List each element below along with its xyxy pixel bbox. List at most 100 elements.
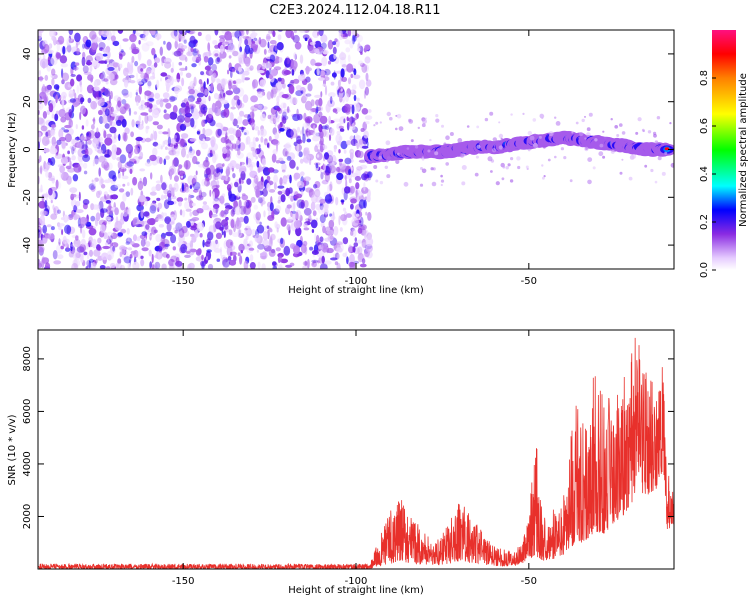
noise-speckle bbox=[221, 78, 226, 88]
noise-speckle bbox=[338, 158, 344, 162]
noise-speckle bbox=[336, 172, 344, 181]
noise-speckle bbox=[69, 145, 75, 150]
noise-speckle bbox=[267, 167, 275, 173]
noise-speckle bbox=[158, 130, 163, 135]
noise-speckle bbox=[363, 90, 367, 99]
noise-speckle bbox=[211, 102, 216, 113]
noise-speckle bbox=[342, 217, 348, 226]
noise-speckle bbox=[192, 181, 201, 191]
signal-speckle bbox=[554, 116, 557, 119]
noise-speckle bbox=[93, 86, 100, 92]
noise-speckle bbox=[102, 245, 111, 250]
noise-speckle bbox=[83, 170, 88, 175]
noise-speckle bbox=[121, 99, 127, 105]
noise-speckle bbox=[206, 238, 211, 245]
signal-speckle bbox=[476, 144, 481, 149]
noise-speckle bbox=[349, 254, 355, 264]
noise-speckle bbox=[346, 116, 349, 122]
noise-speckle bbox=[156, 197, 161, 202]
signal-speckle bbox=[505, 166, 509, 170]
noise-speckle bbox=[156, 124, 163, 130]
noise-speckle bbox=[174, 229, 178, 234]
noise-speckle bbox=[350, 230, 354, 236]
noise-speckle bbox=[58, 108, 66, 118]
noise-speckle bbox=[242, 129, 250, 136]
noise-speckle bbox=[278, 57, 283, 63]
noise-speckle bbox=[354, 237, 357, 243]
noise-speckle bbox=[81, 125, 85, 130]
noise-speckle bbox=[149, 191, 157, 196]
noise-speckle bbox=[179, 67, 187, 71]
noise-speckle bbox=[76, 74, 83, 82]
noise-speckle bbox=[82, 229, 86, 239]
noise-speckle bbox=[349, 116, 352, 125]
noise-speckle bbox=[178, 164, 183, 170]
noise-speckle bbox=[281, 189, 287, 193]
noise-speckle bbox=[175, 222, 183, 232]
noise-speckle bbox=[51, 124, 57, 128]
noise-speckle bbox=[108, 94, 111, 104]
noise-speckle bbox=[101, 161, 109, 169]
noise-speckle bbox=[225, 239, 234, 249]
noise-speckle bbox=[295, 90, 303, 97]
noise-speckle bbox=[127, 262, 131, 269]
noise-speckle bbox=[293, 245, 300, 255]
noise-speckle bbox=[271, 153, 277, 163]
signal-speckle bbox=[657, 156, 662, 161]
noise-speckle bbox=[180, 243, 188, 254]
noise-speckle bbox=[119, 154, 127, 164]
noise-speckle bbox=[232, 118, 238, 127]
noise-speckle bbox=[343, 118, 346, 124]
noise-speckle bbox=[341, 64, 348, 68]
noise-speckle bbox=[190, 105, 194, 114]
signal-speckle bbox=[421, 157, 425, 161]
noise-speckle bbox=[198, 133, 207, 141]
noise-speckle bbox=[82, 154, 91, 163]
signal-speckle bbox=[491, 148, 497, 153]
noise-speckle bbox=[71, 146, 75, 155]
noise-speckle bbox=[207, 109, 213, 119]
noise-speckle bbox=[190, 97, 194, 102]
noise-speckle bbox=[41, 48, 48, 55]
noise-speckle bbox=[93, 249, 101, 257]
noise-speckle bbox=[251, 32, 258, 37]
noise-speckle bbox=[212, 172, 217, 182]
noise-speckle bbox=[101, 71, 106, 82]
noise-speckle bbox=[240, 170, 246, 181]
noise-speckle bbox=[195, 118, 198, 127]
noise-speckle bbox=[274, 118, 277, 127]
noise-speckle bbox=[163, 40, 166, 45]
noise-speckle bbox=[45, 162, 51, 170]
signal-speckle bbox=[527, 130, 532, 136]
noise-speckle bbox=[63, 214, 69, 223]
signal-speckle bbox=[507, 163, 511, 167]
noise-speckle bbox=[41, 257, 50, 264]
noise-speckle bbox=[265, 33, 271, 42]
signal-speckle bbox=[410, 139, 414, 143]
noise-speckle bbox=[40, 184, 43, 193]
noise-speckle bbox=[66, 47, 71, 51]
noise-speckle bbox=[51, 136, 57, 147]
noise-speckle bbox=[133, 111, 138, 115]
noise-speckle bbox=[207, 231, 214, 241]
noise-speckle bbox=[140, 99, 145, 107]
noise-speckle bbox=[266, 225, 270, 229]
noise-speckle bbox=[119, 251, 123, 258]
noise-speckle bbox=[163, 158, 167, 166]
noise-speckle bbox=[73, 258, 78, 269]
signal-speckle bbox=[440, 183, 443, 187]
noise-speckle bbox=[98, 136, 103, 143]
noise-speckle bbox=[211, 63, 217, 72]
noise-speckle bbox=[163, 194, 168, 199]
noise-speckle bbox=[82, 199, 90, 205]
noise-speckle bbox=[293, 30, 297, 34]
figure-title: C2E3.2024.112.04.18.R11 bbox=[269, 3, 440, 18]
noise-speckle bbox=[197, 163, 205, 168]
noise-speckle bbox=[212, 191, 215, 201]
noise-speckle bbox=[329, 160, 335, 169]
noise-speckle bbox=[319, 236, 324, 242]
noise-speckle bbox=[329, 213, 333, 217]
noise-speckle bbox=[296, 113, 303, 121]
noise-speckle bbox=[341, 187, 345, 195]
